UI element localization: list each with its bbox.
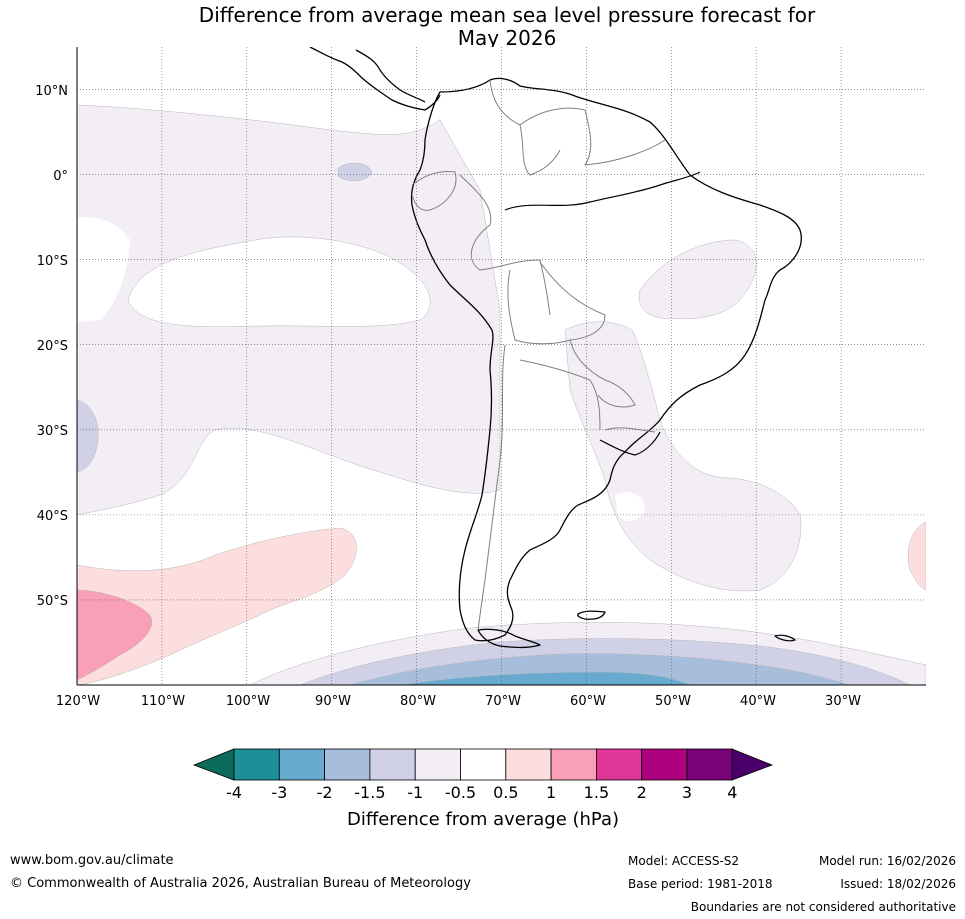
lon-label-80w: 80°W: [400, 694, 436, 709]
anomaly-band-south-4: [399, 671, 691, 685]
lon-label-110w: 110°W: [141, 694, 185, 709]
colorbar-segment: [550, 748, 597, 781]
border-venezuela-brazil: [519, 107, 666, 166]
anomaly-region-brazil-south: [564, 321, 802, 592]
lat-label-40s: 40°S: [37, 509, 68, 524]
anomaly-region-east-edge-pink: [907, 521, 926, 591]
colorbar-segment: [324, 748, 371, 781]
falkland-islands: [577, 610, 606, 620]
coastlines: [309, 47, 802, 649]
central-america-north-coast: [355, 49, 426, 103]
border-colombia-venezuela: [489, 79, 561, 176]
lon-label-40w: 40°W: [740, 694, 776, 709]
colorbar-segment: [641, 748, 688, 781]
anomaly-region-southeast-pacific-pink: [77, 527, 357, 685]
footer-issued: Issued: 18/02/2026: [840, 877, 956, 891]
anomaly-region-pacific-light-purple: [77, 104, 501, 516]
title-line-2: May 2026: [457, 26, 557, 50]
lon-label-90w: 90°W: [315, 694, 351, 709]
tierra-del-fuego: [477, 628, 541, 649]
footer-model: Model: ACCESS-S2: [628, 854, 740, 868]
colorbar-extend-low: [192, 748, 235, 781]
colorbar-segment: [278, 748, 325, 781]
border-uruguay-brazil: [604, 427, 656, 433]
colorbar-tick-label: 4: [727, 783, 737, 802]
lon-label-50w: 50°W: [655, 694, 691, 709]
colorbar-tick-label: -2: [317, 783, 333, 802]
footer-disclaimer: Boundaries are not considered authoritat…: [690, 900, 956, 914]
colorbar-segment: [369, 748, 416, 781]
colorbar-tick-label: 0.5: [493, 783, 518, 802]
colorbar-ticks: -4 -3 -2 -1.5 -1 -0.5 0.5 1 1.5 2 3 4: [226, 783, 737, 802]
colorbar-label: Difference from average (hPa): [347, 809, 619, 830]
colorbar-tick-label: -0.5: [445, 783, 476, 802]
footer-copyright: © Commonwealth of Australia 2026, Austra…: [10, 876, 471, 891]
country-borders: [411, 79, 666, 631]
map-title: Difference from average mean sea level p…: [77, 4, 937, 50]
longitude-labels: 120°W 110°W 100°W 90°W 80°W 70°W 60°W 50…: [56, 694, 861, 709]
border-ecuador: [411, 171, 457, 211]
colorbar-tick-label: -1: [407, 783, 423, 802]
colorbar-segment: [505, 748, 552, 781]
central-america-coastline: [309, 47, 441, 111]
colorbar-tick-label: -4: [226, 783, 242, 802]
lon-label-70w: 70°W: [485, 694, 521, 709]
footer-base-period: Base period: 1981-2018: [628, 877, 773, 891]
colorbar-tick-label: 1: [546, 783, 556, 802]
amazon-river: [504, 171, 701, 211]
colorbar-segment: [414, 748, 461, 781]
graticule: [77, 47, 926, 685]
lat-label-30s: 30°S: [37, 424, 68, 439]
lon-label-100w: 100°W: [226, 694, 270, 709]
footer-model-run: Model run: 16/02/2026: [818, 854, 956, 868]
anomaly-region-pacific-cutout-2: [77, 217, 130, 322]
rio-de-la-plata: [599, 431, 661, 456]
colorbar-tick-label: -3: [271, 783, 287, 802]
latitude-labels: 10°N 0° 10°S 20°S 30°S 40°S 50°S: [35, 84, 68, 609]
colorbar-segment: [460, 748, 507, 781]
lon-label-60w: 60°W: [570, 694, 606, 709]
anomaly-region-brazil-cut: [615, 492, 645, 522]
south-america-coastline: [410, 77, 802, 642]
lon-label-30w: 30°W: [825, 694, 861, 709]
anomaly-region-west-edge: [77, 399, 99, 473]
colorbar-segment: [233, 748, 280, 781]
border-paraguay: [569, 339, 636, 408]
anomaly-region-southeast-pacific-rose: [77, 589, 153, 681]
colorbar: -4 -3 -2 -1.5 -1 -0.5 0.5 1 1.5 2 3 4 Difference fr…: [192, 748, 774, 830]
lon-label-120w: 120°W: [56, 694, 100, 709]
colorbar-extend-high: [731, 748, 774, 781]
anomaly-region-galapagos: [337, 162, 373, 182]
colorbar-tick-label: 1.5: [584, 783, 609, 802]
colorbar-tick-label: -1.5: [354, 783, 385, 802]
colorbar-segments: [233, 748, 733, 781]
colorbar-tick-label: 2: [637, 783, 647, 802]
border-chile-argentina: [477, 344, 506, 631]
lat-label-10s: 10°S: [37, 254, 68, 269]
lat-label-20s: 20°S: [37, 339, 68, 354]
footer-website: www.bom.gov.au/climate: [10, 853, 174, 868]
anomaly-region-atlantic-light-purple: [638, 239, 757, 320]
border-argentina-north: [519, 359, 601, 431]
title-line-1: Difference from average mean sea level p…: [198, 3, 816, 27]
colorbar-tick-label: 3: [682, 783, 692, 802]
lat-label-0: 0°: [53, 169, 68, 184]
south-georgia: [774, 634, 796, 642]
lat-label-10n: 10°N: [35, 84, 68, 99]
lat-label-50s: 50°S: [37, 594, 68, 609]
border-peru-brazil: [459, 174, 551, 316]
colorbar-segment: [596, 748, 643, 781]
colorbar-segment: [686, 748, 733, 781]
